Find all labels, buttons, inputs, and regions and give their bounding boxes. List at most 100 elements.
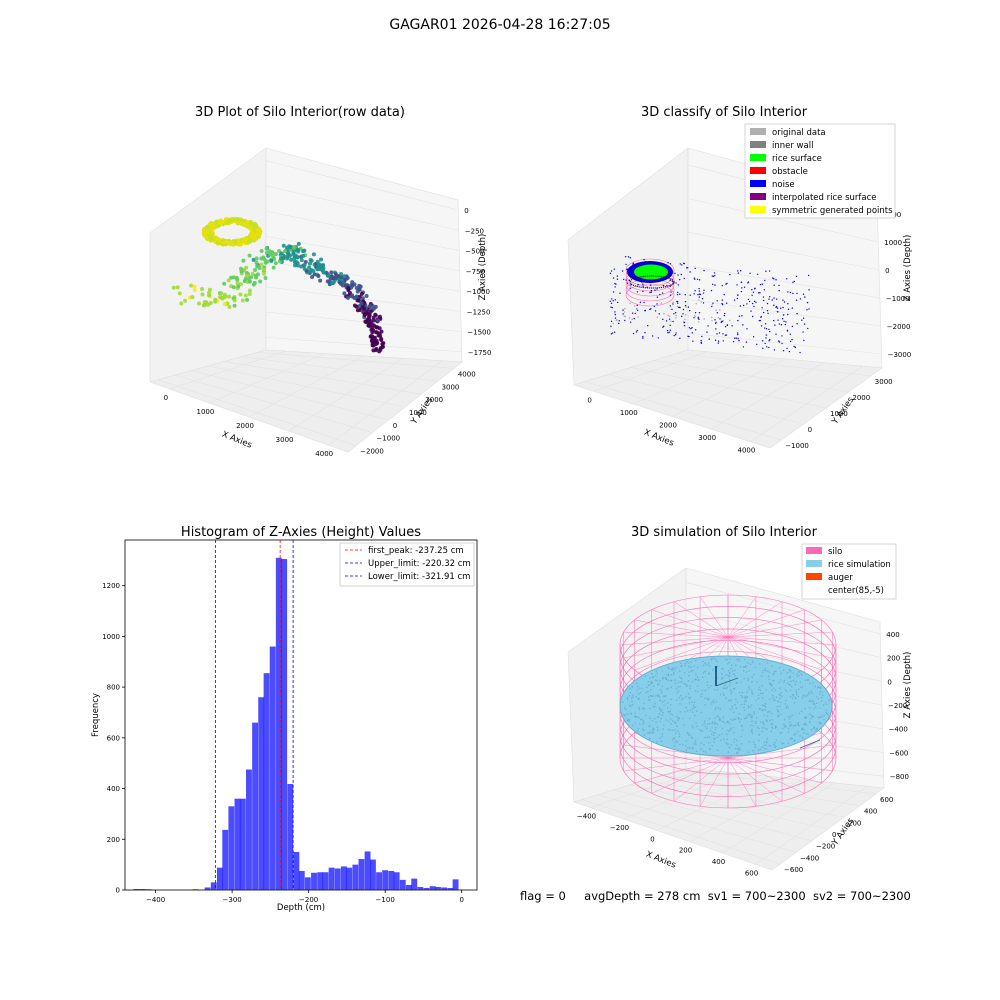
rice-point — [693, 701, 696, 704]
grid-line — [224, 361, 422, 395]
rice-point — [685, 695, 687, 698]
noise-point — [610, 306, 612, 308]
rice-point — [680, 677, 683, 679]
legend-frame — [339, 542, 475, 587]
rice-point — [773, 671, 776, 673]
rice-point — [728, 730, 730, 732]
rice-point — [803, 728, 806, 731]
noise-point — [766, 346, 768, 348]
rice-point — [690, 661, 692, 663]
data-point — [353, 295, 358, 300]
noise-point — [765, 328, 768, 330]
rice-point — [777, 710, 779, 713]
histogram-bar — [334, 868, 341, 890]
histogram-bar — [293, 851, 300, 890]
noise-point — [629, 287, 631, 289]
noise-point — [631, 312, 634, 314]
histogram-bar — [452, 879, 459, 890]
noise-point — [701, 335, 703, 338]
histogram-xlabel: Depth (cm) — [277, 903, 325, 913]
data-point — [200, 287, 205, 292]
z-tick-label: 0 — [887, 678, 891, 686]
rice-point — [804, 716, 807, 719]
rice-point — [741, 696, 744, 699]
rice-point — [667, 666, 669, 668]
rice-point — [743, 717, 746, 720]
rice-point — [747, 714, 749, 717]
rice-point — [647, 690, 649, 693]
noise-point — [694, 289, 696, 292]
noise-point — [719, 318, 721, 320]
legend-label: inner wall — [772, 141, 813, 151]
data-point — [240, 298, 245, 303]
rice-point — [748, 713, 750, 715]
rice-point — [762, 669, 765, 671]
rice-point — [671, 739, 674, 741]
noise-point — [669, 305, 672, 307]
rice-point — [703, 720, 706, 722]
rice-point — [801, 674, 803, 677]
noise-point — [751, 288, 753, 291]
data-point — [220, 296, 225, 301]
rice-point — [734, 698, 737, 701]
data-point — [317, 264, 322, 269]
data-point — [269, 258, 274, 263]
silo-roof — [623, 631, 729, 638]
legend-label: rice simulation — [828, 560, 891, 570]
noise-point — [650, 291, 652, 293]
rice-point — [778, 705, 781, 708]
rice-point — [719, 693, 722, 696]
rice-point — [625, 708, 627, 711]
noise-point — [760, 325, 763, 327]
noise-point — [721, 320, 723, 322]
rice-point — [636, 685, 639, 688]
data-point — [207, 287, 212, 292]
rice-point — [795, 680, 798, 683]
rice-point — [656, 726, 659, 728]
rice-point — [727, 751, 730, 753]
data-point — [381, 341, 386, 346]
noise-point — [614, 299, 617, 301]
histogram-bar — [364, 851, 371, 890]
noise-point — [745, 341, 748, 343]
rice-point — [714, 708, 717, 711]
rice-point — [788, 717, 791, 720]
noise-point — [781, 317, 784, 320]
noise-point — [632, 332, 635, 335]
rice-point — [778, 666, 781, 669]
rice-point — [658, 707, 661, 709]
noise-point — [684, 304, 687, 307]
data-point — [296, 241, 301, 246]
legend-label: silo — [828, 547, 842, 557]
y-tick-label: −1000 — [376, 435, 400, 443]
rice-point — [710, 685, 712, 687]
y-tick-label: 3000 — [442, 383, 460, 391]
rice-point — [695, 722, 698, 724]
noise-point — [803, 339, 805, 342]
rice-point — [669, 718, 672, 720]
data-point — [259, 256, 264, 261]
rice-point — [738, 712, 741, 715]
y-tick-label: 3000 — [875, 378, 893, 386]
noise-point — [691, 327, 693, 329]
noise-point — [632, 263, 634, 265]
noise-point — [625, 279, 627, 281]
noise-point — [618, 322, 620, 325]
noise-point — [716, 300, 718, 302]
noise-point — [782, 350, 785, 352]
rice-point — [682, 697, 684, 699]
rice-point — [638, 687, 641, 690]
rice-point — [693, 706, 695, 708]
rice-point — [728, 671, 731, 674]
noise-point — [764, 342, 766, 345]
rice-point — [704, 670, 707, 673]
rice-point — [790, 685, 793, 688]
rice-point — [800, 710, 803, 712]
rice-point — [648, 737, 651, 740]
rice-point — [771, 712, 773, 715]
noise-point — [749, 272, 751, 274]
rice-point — [633, 715, 636, 718]
histogram-bar — [429, 886, 436, 890]
